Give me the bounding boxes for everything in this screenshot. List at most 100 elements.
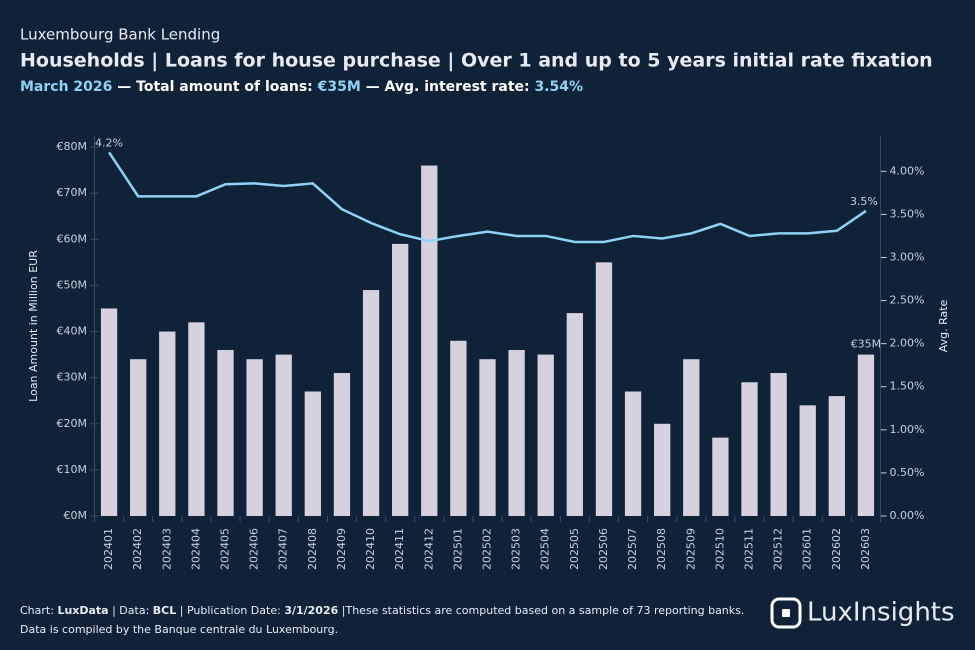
y2-tick-label: 3.00%: [890, 250, 925, 263]
y-tick-label: €60M: [57, 232, 88, 245]
bar: [421, 165, 438, 516]
y-tick-label: €0M: [64, 509, 88, 522]
x-tick-label: 202501: [451, 528, 464, 570]
bar: [100, 308, 118, 516]
bar: [392, 243, 409, 516]
bar: [362, 290, 380, 516]
x-tick-label: 202410: [364, 528, 377, 570]
y2-tick-label: 1.50%: [890, 380, 925, 393]
footer-part: LuxData: [57, 604, 108, 617]
x-tick-label: 202502: [481, 528, 494, 570]
x-tick-label: 202406: [248, 528, 261, 570]
x-tick-label: 202402: [131, 528, 144, 570]
subtitle-part: — Avg. interest rate:: [361, 79, 535, 95]
footer-part: | Data:: [109, 604, 153, 617]
bar: [741, 382, 758, 516]
line-value-label: 4.2%: [95, 136, 123, 149]
bar: [275, 354, 292, 516]
logo-icon-dot: [782, 609, 790, 617]
y-axis-label: Loan Amount in Million EUR: [27, 250, 40, 402]
x-tick-label: 202404: [189, 528, 202, 570]
x-tick-label: 202405: [219, 528, 232, 570]
x-tick-label: 202511: [743, 528, 756, 570]
x-tick-label: 202602: [830, 528, 843, 570]
x-tick-label: 202512: [772, 528, 785, 570]
y2-tick-label: 4.00%: [890, 164, 925, 177]
bar: [712, 437, 729, 516]
x-tick-label: 202601: [801, 528, 814, 570]
y2-tick-label: 3.50%: [890, 207, 925, 220]
bar: [217, 349, 234, 516]
bar: [799, 405, 816, 516]
footer-part: Chart:: [20, 604, 57, 617]
y-tick-label: €30M: [57, 371, 88, 384]
bar: [654, 423, 671, 516]
footer-line: Data is compiled by the Banque centrale …: [20, 623, 338, 636]
bar: [828, 396, 845, 516]
footer-line: Chart: LuxData | Data: BCL | Publication…: [20, 604, 744, 617]
line-value-label: 3.5%: [850, 195, 878, 208]
y-tick-label: €50M: [57, 278, 88, 291]
bar: [770, 373, 787, 516]
bar: [566, 313, 583, 516]
x-tick-label: 202504: [539, 528, 552, 570]
bar: [857, 354, 875, 516]
bar: [595, 262, 613, 516]
y2-tick-label: 0.00%: [890, 509, 925, 522]
x-tick-label: 202401: [102, 528, 115, 570]
x-tick-label: 202508: [655, 528, 668, 570]
bar: [304, 391, 321, 516]
subtitle-part: March 2026: [20, 79, 112, 95]
y-tick-label: €80M: [57, 140, 88, 153]
subtitle-part: — Total amount of loans:: [112, 79, 317, 95]
subtitle-part: €35M: [317, 79, 361, 95]
logo-text: LuxInsights: [807, 598, 955, 628]
chart-title: Households | Loans for house purchase | …: [20, 50, 933, 72]
bar: [188, 322, 205, 516]
x-tick-label: 202507: [626, 528, 639, 570]
x-tick-label: 202408: [306, 528, 319, 570]
bar: [159, 331, 176, 516]
bar-value-label: €35M: [851, 338, 882, 351]
bar: [479, 359, 496, 516]
x-tick-label: 202403: [160, 528, 173, 570]
footer-part: | Publication Date:: [176, 604, 284, 617]
x-tick-label: 202407: [277, 528, 290, 570]
bar: [450, 340, 467, 516]
y2-axis-label: Avg. Rate: [937, 299, 950, 352]
x-tick-label: 202505: [568, 528, 581, 570]
y2-tick-label: 2.00%: [890, 337, 925, 350]
footer-part: 3/1/2026: [284, 604, 338, 617]
footer-part: BCL: [153, 604, 176, 617]
x-tick-label: 202603: [859, 528, 872, 570]
bar: [130, 359, 147, 516]
x-tick-label: 202509: [684, 528, 697, 570]
x-tick-label: 202503: [510, 528, 523, 570]
footer-part: |These statistics are computed based on …: [338, 604, 744, 617]
rate-line: [108, 151, 867, 244]
x-tick-label: 202411: [393, 528, 406, 570]
y2-tick-label: 0.50%: [890, 466, 925, 479]
y-tick-label: €10M: [57, 463, 88, 476]
y-tick-label: €70M: [57, 186, 88, 199]
y2-tick-label: 2.50%: [890, 294, 925, 307]
logo-icon: [770, 597, 802, 629]
y2-tick-label: 1.00%: [890, 423, 925, 436]
bar: [333, 373, 351, 516]
x-tick-label: 202510: [713, 528, 726, 570]
y-tick-label: €20M: [57, 417, 88, 430]
bar: [683, 359, 700, 516]
footer: Chart: LuxData | Data: BCL | Publication…: [20, 604, 744, 636]
brand: Luxembourg Bank Lending: [20, 26, 220, 44]
subtitle-part: 3.54%: [534, 79, 583, 95]
y-tick-label: €40M: [57, 325, 88, 338]
bar: [246, 359, 263, 516]
x-tick-label: 202412: [422, 528, 435, 570]
x-tick-label: 202409: [335, 528, 348, 570]
subtitle: March 2026 — Total amount of loans: €35M…: [20, 79, 583, 95]
bar: [537, 354, 554, 516]
bar: [624, 391, 642, 516]
x-tick-label: 202506: [597, 528, 610, 570]
